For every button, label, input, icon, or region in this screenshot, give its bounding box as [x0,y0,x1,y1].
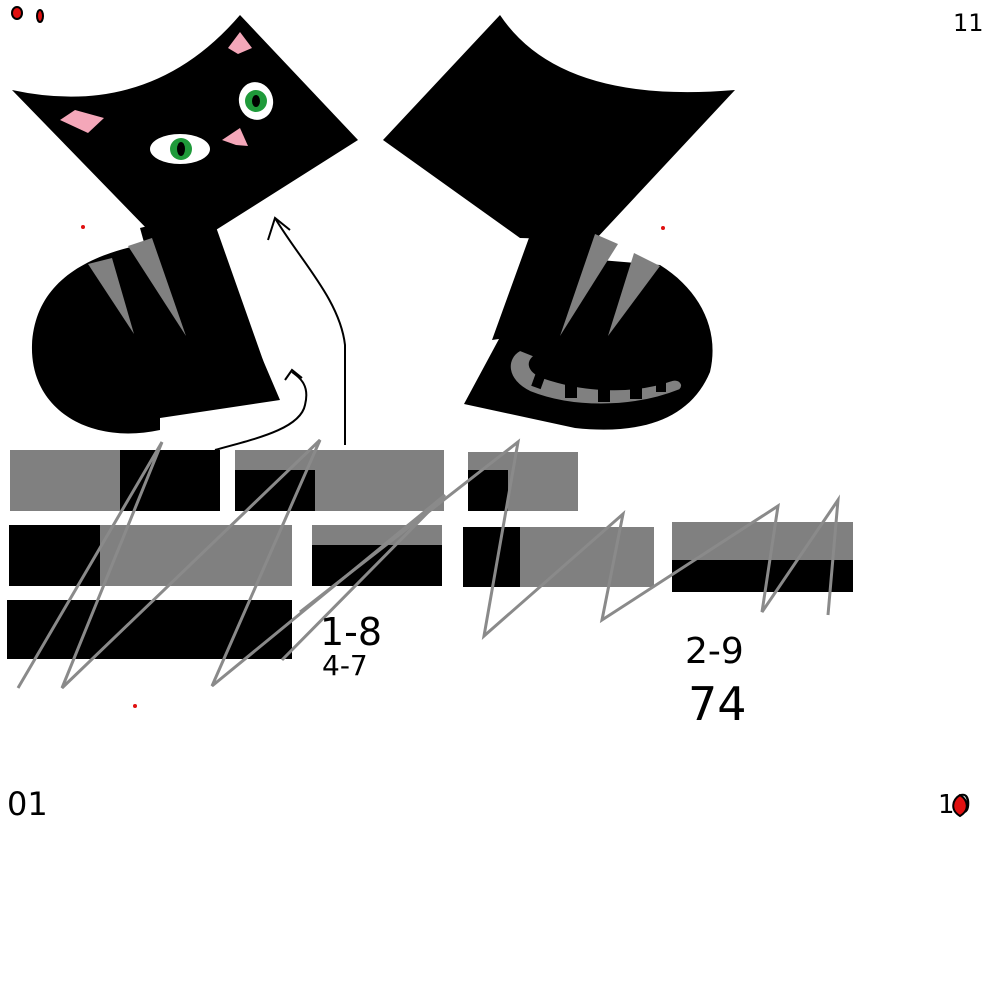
note-right-1: 2-9 [685,631,744,672]
note-right-2: 74 [688,677,747,731]
cat-ear-left [60,110,104,133]
red-drop-icon [952,793,968,818]
block-black [672,560,853,592]
cat-stripe [128,238,186,336]
cat-back-stripe [560,234,618,336]
cat-back-head [383,15,735,240]
cat-head [12,15,358,240]
cat-back-stripe [608,253,660,336]
block-gray [100,525,292,586]
cat-nose [222,128,248,146]
block-black [120,450,220,511]
arrow-icon [214,216,346,451]
red-dot [36,9,44,23]
arrowhead [284,368,303,381]
cat-neck [140,210,270,380]
corner-mark-bottom-left: 01 [7,785,48,823]
note-left-2: 4-7 [322,649,368,682]
black-cat-icon [12,15,358,434]
stray-red-dot [661,226,665,230]
curved-arrow-short [214,371,308,451]
cat-back-neck [492,225,600,340]
block-gray [520,527,654,587]
red-dots-icon [11,6,44,23]
cat-stripe [88,258,134,334]
block-black [235,470,315,511]
curved-arrow-long [274,217,346,445]
tail-band [531,368,547,390]
stray-red-dot [133,704,137,708]
cat-pupil-left [177,142,185,156]
stray-red-dot [81,225,85,229]
tail-band [565,380,577,398]
handwritten-notes: 1-8 4-7 2-9 74 [320,610,747,731]
cat-ear-right [228,32,252,54]
block-grid [7,438,853,690]
zigzag-line [299,438,840,640]
block-black [7,600,292,659]
black-cat-back-icon [383,15,735,430]
cat-pupil-right [252,95,260,107]
corner-mark-top-right: 11 [953,9,984,37]
tail-band [598,384,610,402]
tail-band [656,378,666,392]
arrowhead [267,216,291,241]
zigzag-line [16,438,447,690]
tail-band [630,383,642,399]
red-dot [11,6,23,20]
note-left-1: 1-8 [320,610,382,654]
